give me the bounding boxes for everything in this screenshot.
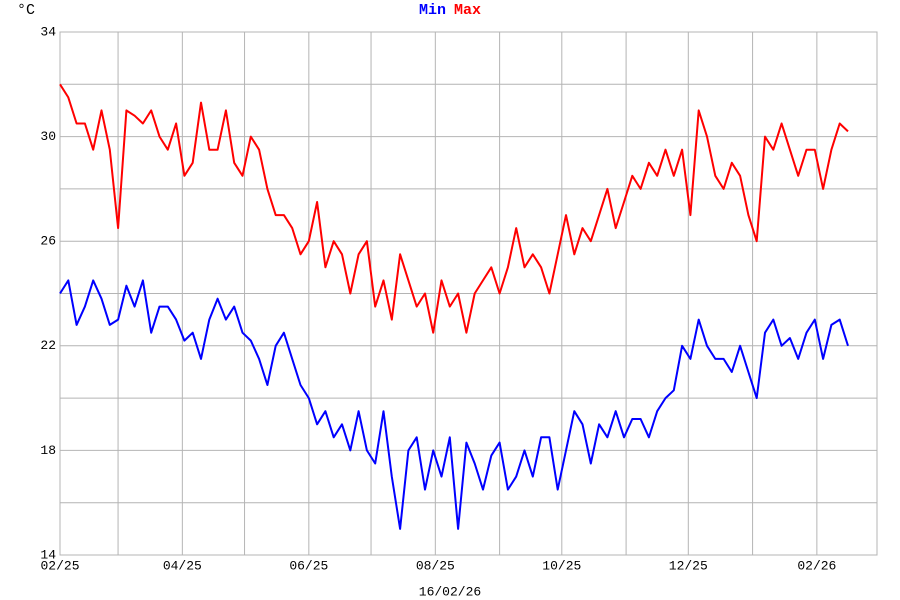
date-note: 16/02/26 bbox=[419, 584, 481, 599]
y-tick-label: 30 bbox=[40, 129, 56, 144]
legend-entry: Min bbox=[419, 2, 446, 19]
y-tick-label: 14 bbox=[40, 547, 56, 562]
x-tick-label: 02/25 bbox=[40, 558, 79, 573]
x-tick-label: 06/25 bbox=[289, 558, 328, 573]
legend-entry: Max bbox=[454, 2, 481, 19]
legend: Min Max bbox=[419, 2, 481, 19]
x-tick-label: 04/25 bbox=[163, 558, 202, 573]
y-tick-label: 18 bbox=[40, 443, 56, 458]
x-tick-label: 02/26 bbox=[797, 558, 836, 573]
x-tick-label: 12/25 bbox=[669, 558, 708, 573]
x-tick-label: 10/25 bbox=[542, 558, 581, 573]
y-axis-label: °C bbox=[17, 2, 35, 19]
x-tick-label: 08/25 bbox=[416, 558, 455, 573]
y-tick-label: 22 bbox=[40, 338, 56, 353]
series-line bbox=[59, 279, 849, 530]
series-line bbox=[59, 83, 849, 334]
y-tick-label: 26 bbox=[40, 234, 56, 249]
y-tick-label: 34 bbox=[40, 24, 56, 39]
